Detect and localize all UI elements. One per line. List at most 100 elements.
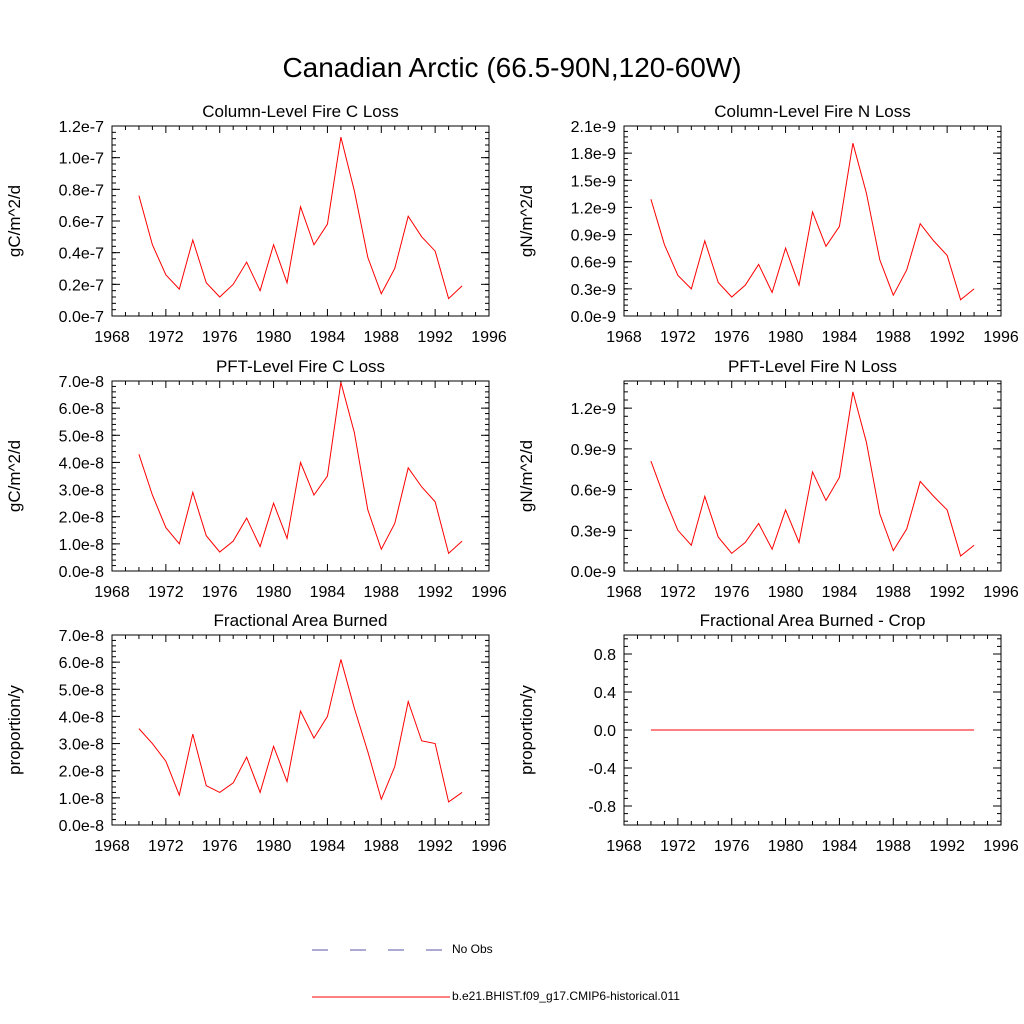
x-tick-label: 1988	[363, 584, 399, 601]
y-tick-label: 0.3e-9	[571, 523, 616, 540]
x-tick-label: 1976	[202, 584, 238, 601]
series-line	[138, 136, 463, 300]
y-tick-label: 0.0e-9	[571, 564, 616, 581]
y-tick-label: 0.0e-7	[59, 309, 104, 326]
x-tick-label: 1996	[983, 329, 1019, 346]
chart-panel-2: Column-Level Fire N Loss gN/m^2/d 1968 1972…	[517, 102, 1019, 346]
chart-panel-3: PFT-Level Fire C Loss gC/m^2/d 1968 1972 197…	[5, 357, 507, 601]
x-tick-label: 1972	[660, 584, 696, 601]
x-tick-label: 1968	[606, 584, 642, 601]
y-tick-label: 0.8	[594, 647, 616, 664]
x-tick-label: 1980	[256, 329, 292, 346]
x-tick-label: 1976	[714, 329, 750, 346]
y-tick-label: 2.1e-9	[571, 119, 616, 136]
y-tick-label: 0.6e-7	[59, 214, 104, 231]
plot-frame	[623, 125, 1002, 317]
x-tick-label: 1988	[875, 584, 911, 601]
y-tick-label: 5.0e-8	[59, 682, 104, 699]
y-tick-label: 1.2e-9	[571, 200, 616, 217]
x-tick-label: 1972	[148, 329, 184, 346]
x-tick-label: 1992	[417, 584, 453, 601]
x-tick-label: 1968	[606, 838, 642, 855]
x-tick-label: 1984	[310, 838, 346, 855]
y-tick-label: 0.0e-9	[571, 309, 616, 326]
x-tick-label: 1980	[768, 329, 804, 346]
x-tick-label: 1984	[822, 329, 858, 346]
x-tick-label: 1976	[714, 838, 750, 855]
x-tick-label: 1972	[660, 329, 696, 346]
panel-title: Fractional Area Burned	[214, 611, 388, 630]
x-tick-label: 1968	[606, 329, 642, 346]
y-tick-label: 4.0e-8	[59, 709, 104, 726]
panel-title: Fractional Area Burned - Crop	[700, 611, 926, 630]
legend-swatch-dashed	[312, 949, 450, 951]
panel-title: Column-Level Fire C Loss	[202, 102, 399, 121]
y-tick-label: 3.0e-8	[59, 483, 104, 500]
y-tick-label: 0.4	[594, 685, 616, 702]
x-tick-label: 1996	[471, 838, 507, 855]
y-tick-label: 1.0e-8	[59, 537, 104, 554]
x-tick-label: 1984	[310, 329, 346, 346]
x-tick-label: 1968	[94, 329, 130, 346]
y-tick-label: 0.9e-9	[571, 442, 616, 459]
x-tick-label: 1992	[417, 838, 453, 855]
y-tick-label: 1.0e-8	[59, 791, 104, 808]
y-tick-label: 1.5e-9	[571, 173, 616, 190]
y-tick-label: -0.4	[588, 761, 616, 778]
y-tick-label: 5.0e-8	[59, 428, 104, 445]
y-tick-label: 6.0e-8	[59, 655, 104, 672]
x-tick-label: 1968	[94, 584, 130, 601]
y-tick-label: 4.0e-8	[59, 455, 104, 472]
y-tick-label: 0.0e-8	[59, 818, 104, 835]
y-tick-label: 0.6e-9	[571, 483, 616, 500]
x-tick-label: 1988	[363, 838, 399, 855]
plot-frame	[111, 634, 490, 826]
x-tick-label: 1980	[256, 584, 292, 601]
chart-panel-1: Column-Level Fire C Loss gC/m^2/d 1968 1972…	[5, 102, 507, 346]
x-tick-label: 1996	[471, 329, 507, 346]
x-tick-label: 1972	[660, 838, 696, 855]
y-axis-label: gN/m^2/d	[517, 185, 536, 257]
y-tick-label: 6.0e-8	[59, 401, 104, 418]
figure-title: Canadian Arctic (66.5-90N,120-60W)	[282, 52, 742, 83]
y-tick-label: 0.6e-9	[571, 255, 616, 272]
x-tick-label: 1996	[471, 584, 507, 601]
y-tick-label: 7.0e-8	[59, 628, 104, 645]
plot-frame	[111, 125, 490, 317]
x-tick-label: 1984	[822, 838, 858, 855]
y-tick-label: 0.4e-7	[59, 246, 104, 263]
x-tick-label: 1980	[256, 838, 292, 855]
chart-panel-6: Fractional Area Burned - Crop proportion/…	[517, 611, 1019, 855]
y-tick-label: 2.0e-8	[59, 510, 104, 527]
chart-panel-4: PFT-Level Fire N Loss gN/m^2/d 1968 1972 197…	[517, 357, 1019, 601]
legend-swatch-solid	[312, 996, 450, 998]
y-tick-label: 0.2e-7	[59, 277, 104, 294]
y-axis-label: gN/m^2/d	[517, 440, 536, 512]
x-tick-label: 1992	[929, 584, 965, 601]
y-tick-label: 0.0	[594, 723, 616, 740]
y-tick-label: 0.8e-7	[59, 182, 104, 199]
series-line	[138, 382, 463, 555]
y-axis-label: gC/m^2/d	[5, 440, 24, 512]
x-tick-label: 1980	[768, 584, 804, 601]
x-tick-label: 1972	[148, 584, 184, 601]
x-tick-label: 1984	[310, 584, 346, 601]
y-axis-label: proportion/y	[5, 685, 24, 775]
chart-panel-5: Fractional Area Burned proportion/y 1968 19…	[5, 611, 507, 855]
x-tick-label: 1976	[714, 584, 750, 601]
x-tick-label: 1992	[929, 329, 965, 346]
y-tick-label: 0.0e-8	[59, 564, 104, 581]
x-tick-label: 1968	[94, 838, 130, 855]
x-tick-label: 1988	[875, 838, 911, 855]
y-tick-label: 3.0e-8	[59, 737, 104, 754]
x-tick-label: 1988	[875, 329, 911, 346]
x-tick-label: 1972	[148, 838, 184, 855]
x-tick-label: 1992	[929, 838, 965, 855]
series-line	[138, 659, 463, 803]
plot-frame	[623, 380, 1002, 572]
legend-label: No Obs	[452, 942, 493, 956]
y-tick-label: 1.2e-9	[571, 401, 616, 418]
y-tick-label: 7.0e-8	[59, 374, 104, 391]
x-tick-label: 1996	[983, 584, 1019, 601]
